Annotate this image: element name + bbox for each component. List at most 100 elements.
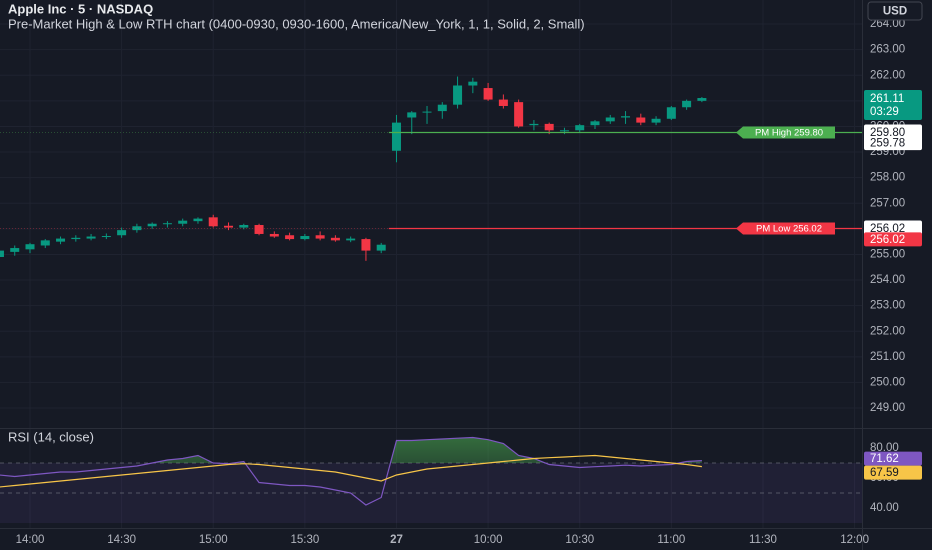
candle-body xyxy=(285,235,295,240)
candle-body xyxy=(361,239,371,251)
candle-body xyxy=(666,107,676,119)
currency[interactable]: USD xyxy=(883,6,907,18)
y-tick-label: 254.00 xyxy=(870,274,905,286)
candle-body xyxy=(605,117,615,122)
x-tick-label: 10:30 xyxy=(565,534,594,546)
candle-body xyxy=(468,81,478,86)
candle-body xyxy=(10,248,20,252)
candle-body xyxy=(71,237,81,240)
y-tick-label: 252.00 xyxy=(870,325,905,337)
candle-body xyxy=(437,104,447,112)
y-tick-label: 262.00 xyxy=(870,69,905,81)
y-tick-label: 80.00 xyxy=(870,442,899,454)
y-tick-label: 251.00 xyxy=(870,351,905,363)
candle-body xyxy=(147,223,157,227)
price-label: 256.02 xyxy=(870,234,905,246)
level-name: PM Low 256.02 xyxy=(756,224,822,235)
x-tick-label: 14:00 xyxy=(16,534,45,546)
x-tick-label: 10:00 xyxy=(474,534,503,546)
candle-body xyxy=(269,233,279,237)
x-tick-label: 12:00 xyxy=(840,534,869,546)
candle-body xyxy=(193,218,203,222)
rsi-line xyxy=(0,436,702,506)
candle-body xyxy=(330,237,340,241)
y-tick-label: 264.00 xyxy=(870,18,905,30)
rsi-value: 67.59 xyxy=(870,467,899,479)
y-tick-label: 263.00 xyxy=(870,44,905,56)
level-name: PM High 259.80 xyxy=(755,128,823,139)
candle-body xyxy=(391,122,401,151)
y-tick-label: 257.00 xyxy=(870,197,905,209)
last-price: 261.11 xyxy=(870,93,904,105)
candle-body xyxy=(101,236,111,238)
candle-body xyxy=(407,112,417,118)
x-tick-label: 11:00 xyxy=(657,534,685,546)
price-label-box xyxy=(864,136,922,151)
y-tick-label: 255.00 xyxy=(870,248,905,260)
plot xyxy=(0,76,862,506)
last-price-box xyxy=(864,90,922,121)
candle-body xyxy=(529,123,539,126)
x-tick-label: 15:00 xyxy=(199,534,228,546)
candle-body xyxy=(162,223,172,225)
price-label-box xyxy=(864,232,922,247)
candle-body xyxy=(239,225,249,228)
candle-body xyxy=(636,117,646,123)
y-tick-label: 258.00 xyxy=(870,172,905,184)
overbought-fill xyxy=(152,437,702,463)
candle-body xyxy=(697,98,707,101)
candle-body xyxy=(498,99,508,106)
candle-body xyxy=(575,125,585,131)
y-tick-label: 40.00 xyxy=(870,502,899,514)
candle-body xyxy=(621,116,631,118)
level-price: 259.80 xyxy=(870,127,905,139)
currency-box[interactable] xyxy=(867,1,923,21)
y-tick-label: 253.00 xyxy=(870,300,905,312)
candle-body xyxy=(346,238,356,241)
rsi-value: 71.62 xyxy=(870,453,899,465)
countdown: 03:29 xyxy=(870,106,899,118)
level-tag xyxy=(736,222,835,235)
candle-body xyxy=(514,102,524,127)
candle-body xyxy=(422,111,432,113)
rsi-line xyxy=(0,454,702,488)
candle-body xyxy=(86,236,96,239)
price-label: 259.78 xyxy=(870,138,905,150)
candle-body xyxy=(300,236,310,240)
y-tick-label: 249.00 xyxy=(870,402,905,414)
x-tick-label: 14:30 xyxy=(107,534,136,546)
rsi-value-box xyxy=(864,465,922,480)
candle-body xyxy=(178,220,188,224)
candle-body xyxy=(40,240,50,246)
candle-body xyxy=(376,244,386,251)
indicator-title: Pre-Market High & Low RTH chart (0400-09… xyxy=(8,16,585,31)
candle-body xyxy=(453,85,463,105)
level-tag xyxy=(736,126,835,139)
candle-body xyxy=(590,121,600,126)
candle-body xyxy=(559,130,569,132)
candle-body xyxy=(117,230,127,236)
candle-body xyxy=(0,250,4,258)
candle-body xyxy=(682,100,692,108)
y-tick-label: 250.00 xyxy=(870,376,905,388)
candle-body xyxy=(56,238,66,242)
candle-body xyxy=(483,88,493,100)
candle-body xyxy=(208,217,218,227)
symbol-title: Apple Inc · 5 · NASDAQ xyxy=(8,1,153,16)
x-tick-label: 15:30 xyxy=(290,534,319,546)
candle-body xyxy=(315,235,325,239)
x-tick-label: 11:30 xyxy=(749,534,777,546)
x-tick-label: 27 xyxy=(390,534,403,546)
candle-body xyxy=(651,118,661,123)
candle-body xyxy=(224,225,234,228)
rsi-value-box xyxy=(864,451,922,466)
level-price: 256.02 xyxy=(870,223,905,235)
candle-body xyxy=(544,123,554,131)
candle-body xyxy=(254,225,264,234)
candle-body xyxy=(132,226,142,231)
rsi-title: RSI (14, close) xyxy=(8,429,94,444)
candle-body xyxy=(25,244,35,250)
